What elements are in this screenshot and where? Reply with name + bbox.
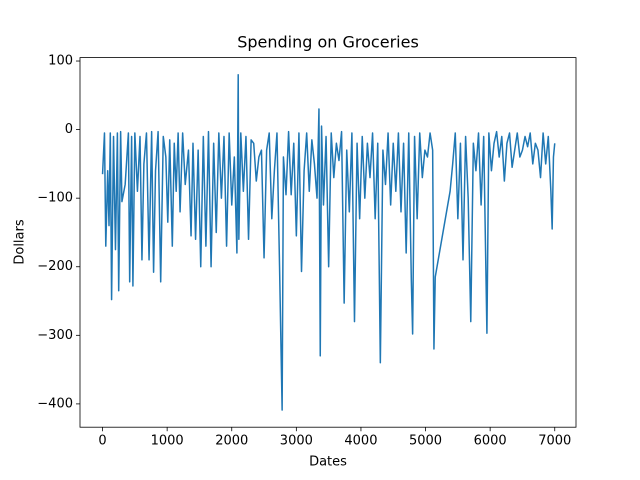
x-tick-label: 4000 xyxy=(344,434,377,449)
y-axis-label: Dollars xyxy=(13,219,28,264)
y-tick-label: −300 xyxy=(37,328,73,343)
x-tick-label: 0 xyxy=(98,434,106,449)
x-tick-label: 5000 xyxy=(409,434,442,449)
x-tick-label: 3000 xyxy=(280,434,313,449)
y-tick-label: −200 xyxy=(37,259,73,274)
y-tick-label: 100 xyxy=(48,54,73,69)
y-tick-label: 0 xyxy=(65,122,73,137)
x-tick-label: 2000 xyxy=(215,434,248,449)
data-line xyxy=(101,73,556,411)
x-tick-label: 6000 xyxy=(474,434,507,449)
plot-frame xyxy=(79,57,577,428)
x-axis-label: Dates xyxy=(309,455,347,470)
chart-title: Spending on Groceries xyxy=(237,33,419,52)
y-tick-label: −100 xyxy=(37,191,73,206)
x-tick-label: 1000 xyxy=(151,434,184,449)
x-tick-label: 7000 xyxy=(538,434,571,449)
y-tick-label: −400 xyxy=(37,396,73,411)
